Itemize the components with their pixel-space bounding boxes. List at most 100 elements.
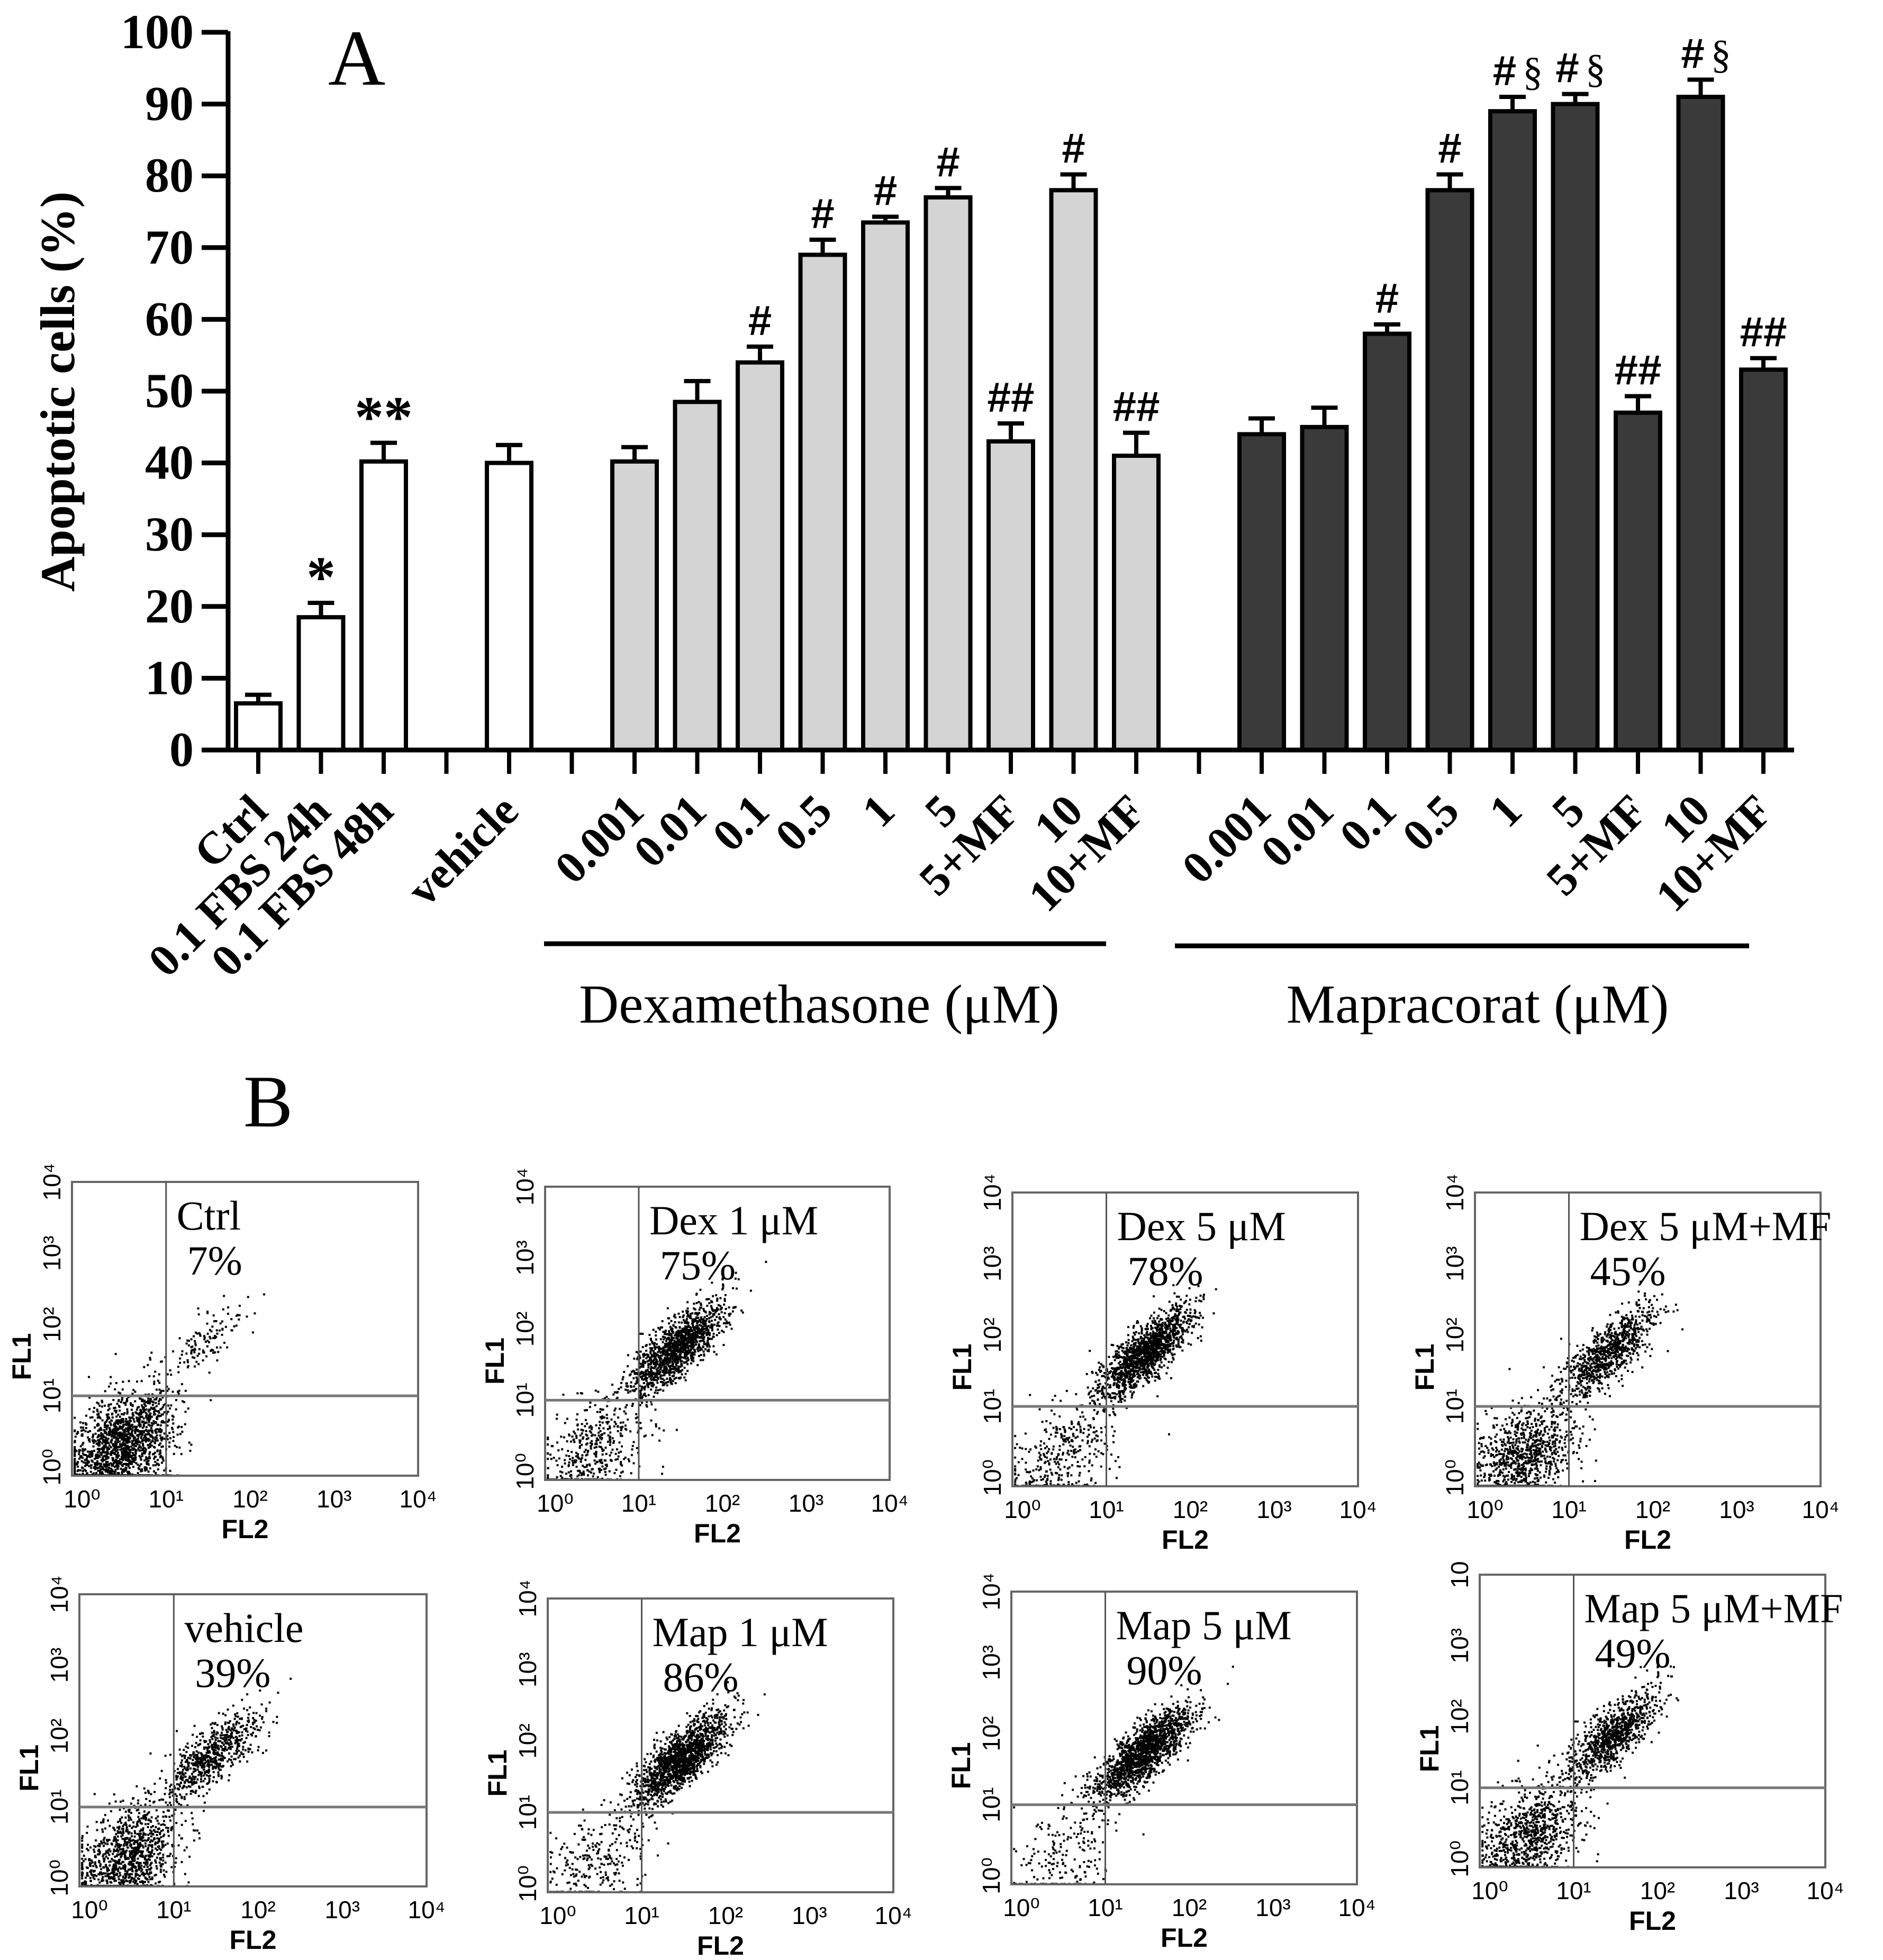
scatter-point [141, 1426, 144, 1429]
scatter-point [1146, 1375, 1149, 1378]
scatter-point [692, 1353, 694, 1356]
scatter-point [115, 1444, 117, 1447]
bar-group [610, 445, 659, 752]
scatter-point [1153, 1364, 1155, 1367]
scatter-point [693, 1303, 695, 1305]
scatter-point [111, 1413, 113, 1416]
scatter-point [143, 1468, 146, 1470]
scatter-point [675, 1429, 678, 1431]
scatter-point [184, 1423, 186, 1425]
scatter-point [105, 1458, 107, 1460]
scatter-point [237, 1314, 239, 1316]
scatter-point [1102, 1366, 1105, 1368]
scatter-point [1114, 1397, 1117, 1400]
scatter-point [91, 1416, 94, 1419]
scatter-point [603, 1416, 605, 1419]
scatter-point [168, 1441, 171, 1444]
scatter-point [183, 1361, 186, 1363]
scatter-point [173, 1435, 175, 1438]
scatter-point [134, 1432, 137, 1434]
scatter-point [547, 1476, 549, 1479]
scatter-point [199, 1333, 202, 1336]
scatter-point [674, 1353, 677, 1356]
scatter-point [1165, 1325, 1168, 1327]
scatter-point [113, 1451, 116, 1454]
scatter-point [114, 1440, 117, 1443]
scatter-point [644, 1371, 647, 1374]
scatter-point [1168, 1325, 1171, 1327]
scatter-point [1142, 1345, 1145, 1348]
scatter-point [649, 1351, 651, 1353]
scatter-point [641, 1346, 644, 1349]
scatter-point [1043, 1452, 1045, 1455]
significance-section-sign: § [1586, 47, 1606, 92]
y-tick-label: 10³ [511, 1240, 539, 1275]
scatter-point [662, 1335, 664, 1338]
scatter-point [134, 1429, 137, 1431]
scatter-point [141, 1411, 144, 1414]
scatter-point [600, 1461, 603, 1464]
scatter-point [605, 1464, 608, 1466]
scatter-point [1122, 1356, 1125, 1358]
scatter-point [152, 1375, 155, 1378]
scatter-point [155, 1428, 158, 1431]
scatter-point [724, 1318, 727, 1321]
scatter-point [671, 1383, 673, 1385]
scatter-point [650, 1356, 653, 1358]
scatter-point [1071, 1439, 1073, 1441]
scatter-point [630, 1381, 632, 1384]
scatter-point [192, 1356, 194, 1359]
scatter-point [1146, 1331, 1148, 1333]
scatter-point [95, 1467, 98, 1470]
scatter-point [108, 1407, 111, 1410]
scatter-point [649, 1339, 652, 1341]
scatter-point [81, 1434, 84, 1437]
scatter-point [635, 1388, 637, 1390]
scatter-point [1202, 1296, 1205, 1298]
scatter-point [642, 1366, 645, 1368]
scatter-point [673, 1334, 676, 1337]
scatter-point [158, 1443, 161, 1446]
scatter-point [651, 1347, 654, 1350]
scatter-point [144, 1405, 147, 1407]
scatter-point [88, 1396, 91, 1399]
scatter-point [605, 1396, 608, 1398]
scatter-point [138, 1414, 140, 1416]
scatter-point [149, 1435, 152, 1438]
scatter-point [607, 1434, 610, 1437]
scatter-point [1071, 1423, 1073, 1425]
scatter-point [668, 1374, 671, 1376]
scatter-point [117, 1432, 120, 1434]
scatter-point [1118, 1387, 1120, 1389]
scatter-point [655, 1389, 657, 1392]
significance-section-sign: § [1523, 50, 1543, 94]
scatter-point [101, 1453, 103, 1456]
scatter-point [198, 1352, 201, 1355]
scatter-point [149, 1424, 151, 1427]
scatter-point [641, 1395, 644, 1398]
scatter-point [1064, 1431, 1066, 1433]
significance-marker: # [1438, 124, 1462, 171]
scatter-point [151, 1431, 154, 1434]
scatter-point [100, 1429, 103, 1431]
scatter-point [1130, 1379, 1133, 1382]
scatter-point [172, 1440, 175, 1442]
scatter-point [684, 1327, 687, 1330]
scatter-point [121, 1471, 123, 1474]
scatter-point [710, 1324, 712, 1327]
scatter-point [583, 1466, 586, 1468]
scatter-point [119, 1426, 121, 1429]
scatter-point [1130, 1396, 1133, 1399]
scatter-point [74, 1462, 77, 1465]
scatter-point [1215, 1288, 1217, 1290]
scatter-point [621, 1470, 624, 1473]
scatter-point [691, 1322, 693, 1325]
scatter-point [696, 1335, 699, 1338]
scatter-point [119, 1433, 122, 1435]
scatter-point [147, 1470, 150, 1473]
scatter-point [101, 1437, 104, 1440]
scatter-point [693, 1336, 695, 1339]
scatter-point [708, 1343, 710, 1346]
bar [485, 460, 533, 752]
scatter-point [122, 1463, 125, 1466]
